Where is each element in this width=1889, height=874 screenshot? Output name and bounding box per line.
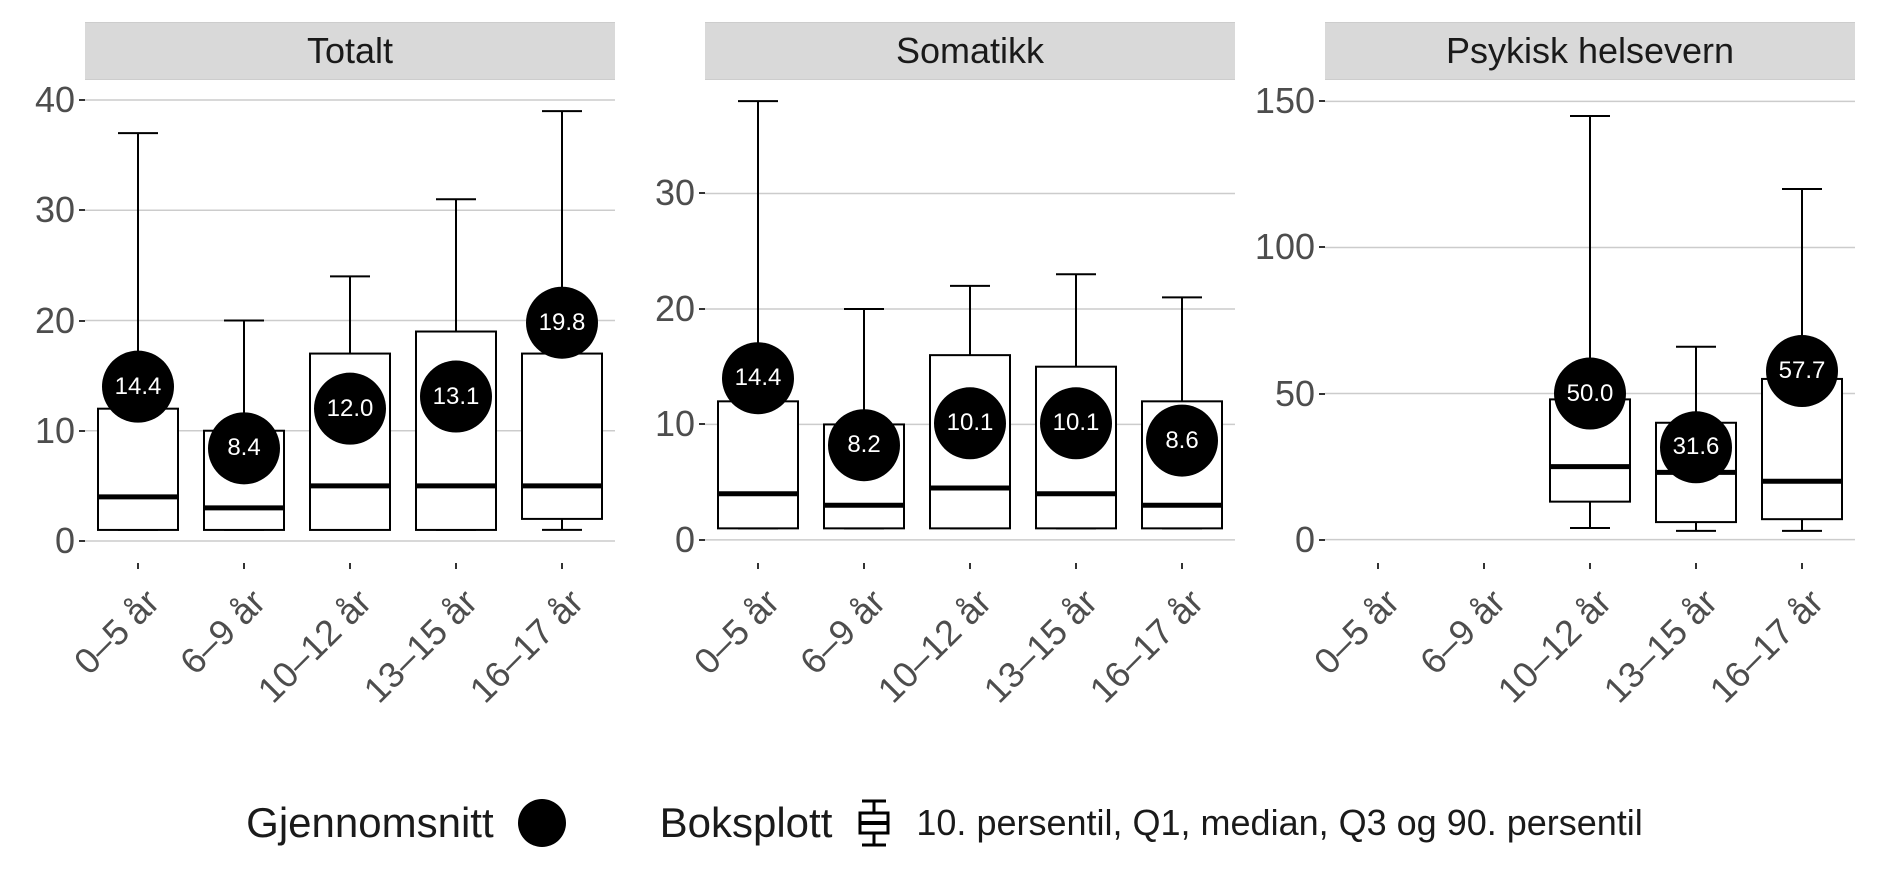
y-tick-mark <box>699 308 705 310</box>
y-tick-label: 10 <box>655 403 705 445</box>
y-tick-mark <box>79 540 85 542</box>
x-tick-mark <box>1801 563 1803 569</box>
y-tick-label: 10 <box>35 410 85 452</box>
x-tick-mark <box>1377 563 1379 569</box>
x-tick-label: 13–15 år <box>976 581 1106 711</box>
panel-1: Somatikk 010203014.40–5 år8.26–9 år10.110… <box>705 22 1235 563</box>
x-tick-label: 10–12 år <box>250 581 380 711</box>
x-tick-mark <box>561 563 563 569</box>
y-tick-label: 30 <box>35 189 85 231</box>
plot-area: 0501001500–5 år6–9 år50.010–12 år31.613–… <box>1325 78 1855 563</box>
y-tick-label: 100 <box>1255 226 1325 268</box>
legend-mean-icon <box>514 795 570 851</box>
legend-mean-label: Gjennomsnitt <box>246 799 493 847</box>
x-tick-label: 16–17 år <box>462 581 592 711</box>
y-tick-mark <box>79 430 85 432</box>
x-tick-mark <box>863 563 865 569</box>
x-tick-label: 6–9 år <box>792 581 894 683</box>
x-tick-label: 16–17 år <box>1702 581 1832 711</box>
y-tick-mark <box>699 539 705 541</box>
y-tick-mark <box>79 320 85 322</box>
legend: Gjennomsnitt Boksplott 10. persentil, Q1, … <box>0 795 1889 851</box>
y-tick-label: 30 <box>655 172 705 214</box>
y-tick-mark <box>699 192 705 194</box>
x-tick-mark <box>349 563 351 569</box>
panel-strip: Somatikk <box>705 22 1235 80</box>
y-tick-label: 50 <box>1275 373 1325 415</box>
x-tick-label: 6–9 år <box>172 581 274 683</box>
y-tick-label: 40 <box>35 79 85 121</box>
y-tick-mark <box>699 423 705 425</box>
panel-strip: Psykisk helsevern <box>1325 22 1855 80</box>
panel-strip: Totalt <box>85 22 615 80</box>
x-tick-label: 0–5 år <box>686 581 788 683</box>
panel-2: Psykisk helsevern 0501001500–5 år6–9 år50… <box>1325 22 1855 563</box>
legend-mean-group: Gjennomsnitt <box>246 795 569 851</box>
x-tick-label: 10–12 år <box>870 581 1000 711</box>
legend-boxplot-desc: 10. persentil, Q1, median, Q3 og 90. per… <box>916 802 1642 844</box>
x-tick-label: 6–9 år <box>1412 581 1514 683</box>
x-tick-label: 16–17 år <box>1082 581 1212 711</box>
y-tick-mark <box>1319 393 1325 395</box>
y-tick-mark <box>1319 100 1325 102</box>
y-tick-mark <box>1319 539 1325 541</box>
panel-title: Totalt <box>307 30 393 72</box>
panel-0: Totalt 01020304014.40–5 år8.46–9 år12.010… <box>85 22 615 563</box>
y-tick-mark <box>1319 246 1325 248</box>
x-tick-label: 10–12 år <box>1490 581 1620 711</box>
chart-stage: Totalt 01020304014.40–5 år8.46–9 år12.010… <box>0 0 1889 874</box>
x-tick-label: 0–5 år <box>1306 581 1408 683</box>
x-tick-mark <box>1075 563 1077 569</box>
x-tick-mark <box>969 563 971 569</box>
x-tick-mark <box>137 563 139 569</box>
x-tick-label: 13–15 år <box>1596 581 1726 711</box>
panel-title: Somatikk <box>896 30 1044 72</box>
plot-area: 01020304014.40–5 år8.46–9 år12.010–12 år… <box>85 78 615 563</box>
legend-boxplot-title: Boksplott <box>660 799 833 847</box>
x-tick-mark <box>455 563 457 569</box>
x-tick-label: 13–15 år <box>356 581 486 711</box>
y-tick-mark <box>79 209 85 211</box>
legend-boxplot-icon <box>852 795 896 851</box>
x-tick-mark <box>243 563 245 569</box>
x-tick-label: 0–5 år <box>66 581 168 683</box>
y-tick-label: 150 <box>1255 80 1325 122</box>
x-tick-mark <box>1181 563 1183 569</box>
y-tick-mark <box>79 99 85 101</box>
panel-title: Psykisk helsevern <box>1446 30 1734 72</box>
y-tick-label: 20 <box>655 288 705 330</box>
plot-area: 010203014.40–5 år8.26–9 år10.110–12 år10… <box>705 78 1235 563</box>
x-tick-mark <box>1589 563 1591 569</box>
y-tick-label: 20 <box>35 300 85 342</box>
x-tick-mark <box>1695 563 1697 569</box>
legend-boxplot-group: Boksplott 10. persentil, Q1, median, Q3 o… <box>660 795 1643 851</box>
x-tick-mark <box>1483 563 1485 569</box>
x-tick-mark <box>757 563 759 569</box>
